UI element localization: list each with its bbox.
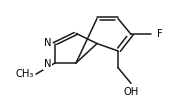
Text: N: N: [44, 59, 51, 69]
Text: N: N: [44, 38, 51, 48]
Text: OH: OH: [123, 87, 139, 97]
Text: CH₃: CH₃: [16, 69, 34, 79]
Text: F: F: [157, 29, 162, 39]
